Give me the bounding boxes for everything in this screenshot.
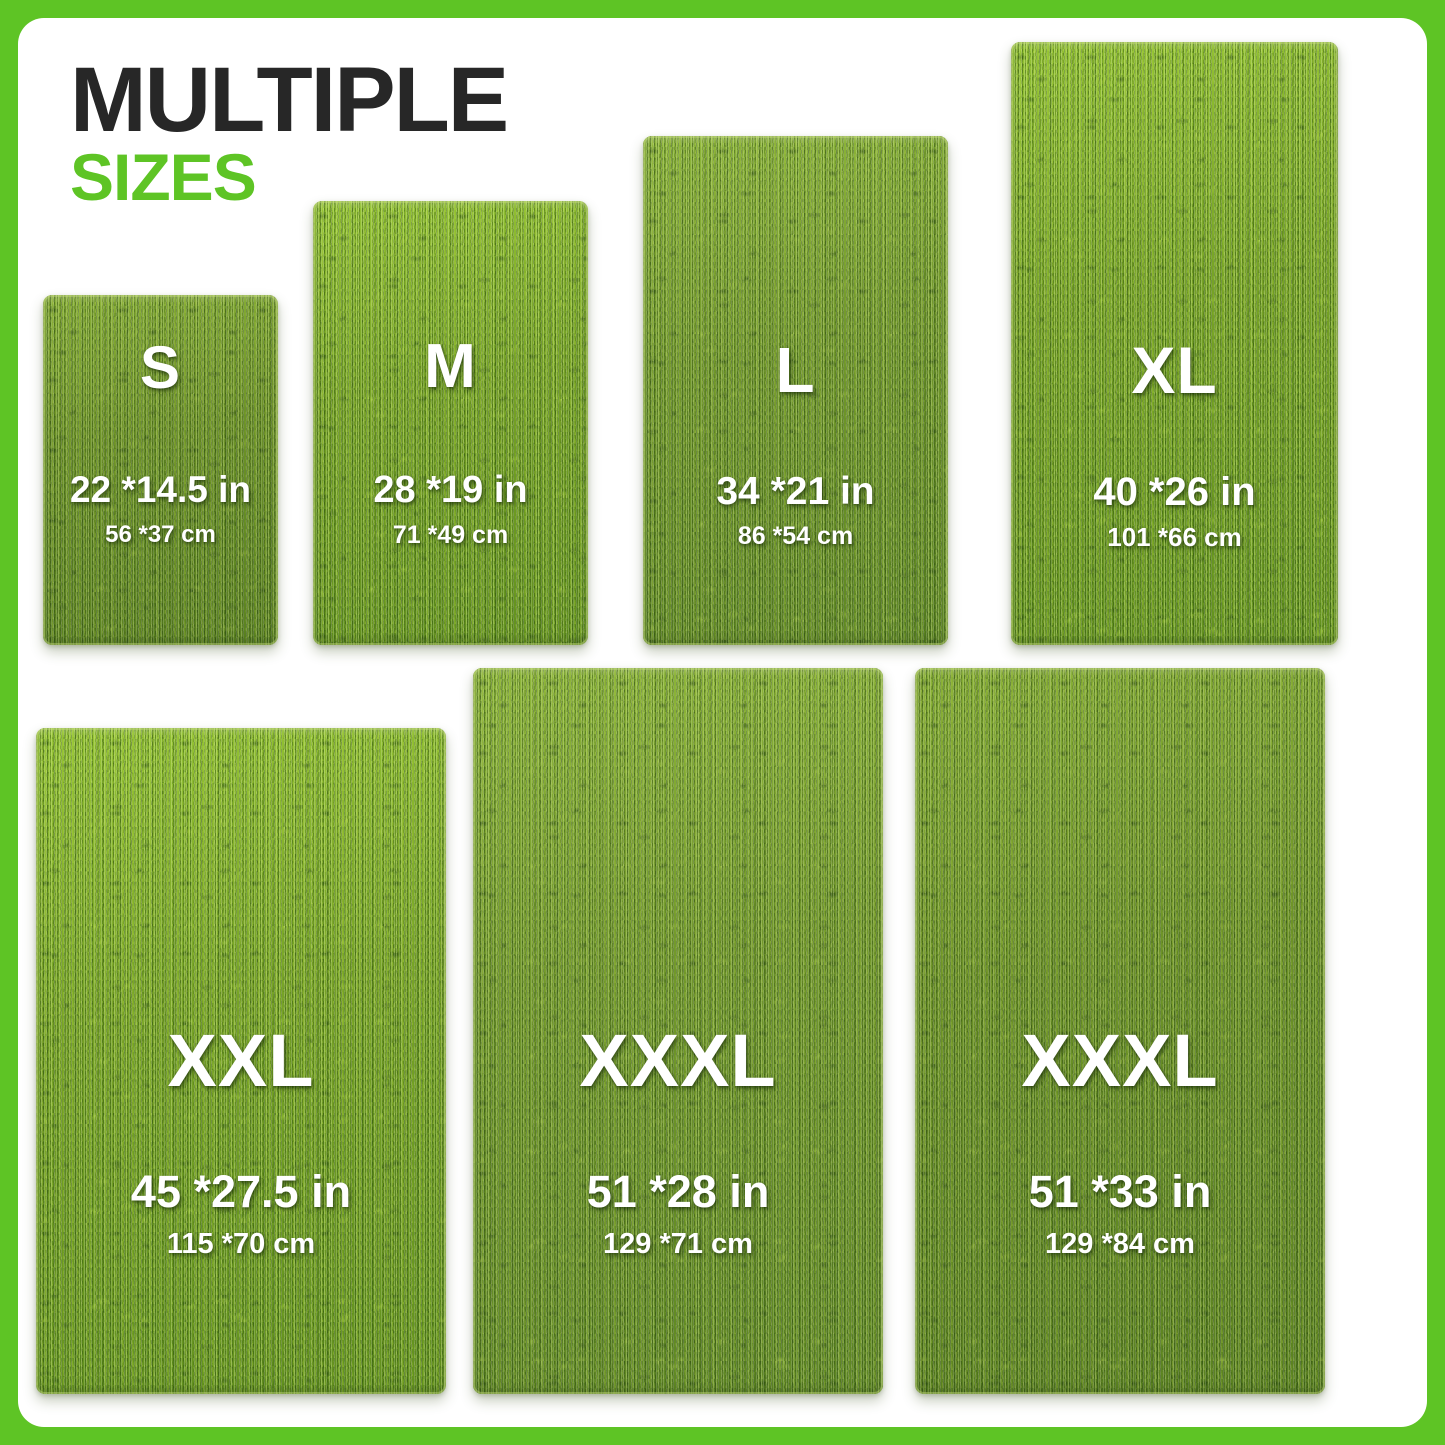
title-line-sizes: SIZES <box>70 139 257 214</box>
mat-size-code-s: S <box>139 334 182 401</box>
grass-texture <box>643 136 948 645</box>
page-title: MULTIPLE SIZES <box>70 49 509 214</box>
mat-dimensions-in-l: 34 *21 in <box>716 470 875 513</box>
mat-dimensions-cm-xxxl-2: 129 *84 cm <box>1045 1228 1195 1260</box>
mat-dimensions-in-xxxl-2: 51 *33 in <box>1028 1166 1212 1217</box>
mat-dimensions-cm-xxl: 115 *70 cm <box>166 1228 316 1260</box>
mat-size-code-xxl: XXL <box>167 1019 315 1102</box>
mat-dimensions-in-xxxl-1: 51 *28 in <box>586 1166 770 1217</box>
grass-texture <box>313 201 588 645</box>
mat-size-code-l: L <box>775 334 816 406</box>
mat-card-xxxl-51x28[interactable]: XXXL 51 *28 in 129 *71 cm <box>473 668 883 1394</box>
mat-dimensions-in-xl: 40 *26 in <box>1093 470 1256 514</box>
mat-card-l[interactable]: L 34 *21 in 86 *54 cm <box>643 136 948 645</box>
infographic-canvas: MULTIPLE SIZES S 22 *14.5 in 56 *37 cm M… <box>18 18 1427 1427</box>
mat-card-m[interactable]: M 28 *19 in 71 *49 cm <box>313 201 588 645</box>
mat-size-code-xxxl-2: XXXL <box>1021 1019 1219 1102</box>
mat-size-code-xxxl-1: XXXL <box>579 1019 777 1102</box>
grass-texture <box>473 668 883 1394</box>
mat-dimensions-cm-xxxl-1: 129 *71 cm <box>603 1228 753 1260</box>
grass-texture <box>915 668 1325 1394</box>
mat-dimensions-cm-s: 56 *37 cm <box>105 521 216 548</box>
mat-card-xxxl-51x33[interactable]: XXXL 51 *33 in 129 *84 cm <box>915 668 1325 1394</box>
mat-card-s[interactable]: S 22 *14.5 in 56 *37 cm <box>43 295 278 645</box>
grass-texture <box>1011 42 1338 645</box>
mat-dimensions-in-s: 22 *14.5 in <box>69 469 251 510</box>
grass-texture <box>36 728 446 1394</box>
mat-dimensions-cm-m: 71 *49 cm <box>392 521 509 549</box>
grass-texture <box>43 295 278 645</box>
mat-dimensions-in-xxl: 45 *27.5 in <box>130 1166 352 1217</box>
title-line-multiple: MULTIPLE <box>70 49 509 151</box>
mat-dimensions-cm-xl: 101 *66 cm <box>1107 522 1242 552</box>
mat-card-xl[interactable]: XL 40 *26 in 101 *66 cm <box>1011 42 1338 645</box>
mat-size-code-xl: XL <box>1131 333 1218 407</box>
mat-size-code-m: M <box>424 332 477 401</box>
mat-card-xxl[interactable]: XXL 45 *27.5 in 115 *70 cm <box>36 728 446 1394</box>
mat-dimensions-in-m: 28 *19 in <box>373 469 528 511</box>
mat-dimensions-cm-l: 86 *54 cm <box>737 522 854 550</box>
